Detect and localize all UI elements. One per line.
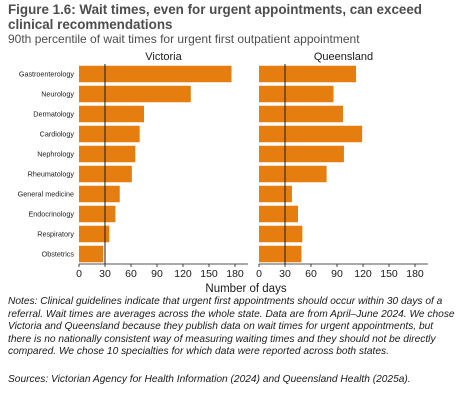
bar <box>79 145 136 163</box>
figure-title: Figure 1.6: Wait times, even for urgent … <box>8 2 422 32</box>
x-tick-label: 90 <box>151 268 163 280</box>
bar <box>259 125 363 143</box>
category-label: Endocrinology <box>28 210 74 219</box>
category-label: Cardiology <box>40 130 75 139</box>
x-tick-label: 90 <box>331 268 343 280</box>
category-label: Nephrology <box>37 150 74 159</box>
x-tick-label: 30 <box>279 268 291 280</box>
x-tick-label: 150 <box>200 268 218 280</box>
category-label: Rheumatology <box>28 170 75 179</box>
bar <box>259 85 334 103</box>
bar <box>259 105 344 123</box>
bar <box>259 185 292 203</box>
x-tick-label: 0 <box>256 268 262 280</box>
x-axis-label: Number of days <box>205 283 286 295</box>
category-label: Gastroenterology <box>19 70 75 79</box>
x-tick-label: 0 <box>76 268 82 280</box>
x-tick-label: 150 <box>380 268 398 280</box>
category-label: Neurology <box>41 90 74 99</box>
panel-title: Victoria <box>145 51 182 63</box>
notes-text: Notes: Clinical guidelines indicate that… <box>8 296 455 358</box>
x-tick-label: 60 <box>125 268 137 280</box>
bar <box>79 205 116 223</box>
x-tick-label: 30 <box>99 268 111 280</box>
x-tick-label: 120 <box>174 268 192 280</box>
x-tick-label: 60 <box>305 268 317 280</box>
bar <box>259 205 298 223</box>
x-tick-label: 120 <box>354 268 372 280</box>
bar <box>79 105 144 123</box>
category-label: Dermatology <box>33 110 74 119</box>
panel-title: Queensland <box>314 51 373 63</box>
x-tick-label: 180 <box>406 268 424 280</box>
bar <box>79 245 104 263</box>
category-label: Obstetrics <box>42 250 75 259</box>
bar <box>259 165 327 183</box>
bar <box>259 145 344 163</box>
bar <box>259 245 302 263</box>
figure-subtitle: 90th percentile of wait times for urgent… <box>8 32 360 46</box>
category-label: General medicine <box>18 190 74 199</box>
x-tick-label: 180 <box>226 268 244 280</box>
bar <box>259 225 303 243</box>
bar <box>79 225 110 243</box>
bar-chart: Gastroenterology Neurology Dermatology Card… <box>18 51 428 295</box>
sources-text: Sources: Victorian Agency for Health Inf… <box>8 374 411 385</box>
bar <box>79 125 140 143</box>
category-label: Respiratory <box>37 230 74 239</box>
bar <box>79 185 120 203</box>
bar <box>79 85 191 103</box>
bar <box>79 65 232 83</box>
bar <box>259 65 357 83</box>
